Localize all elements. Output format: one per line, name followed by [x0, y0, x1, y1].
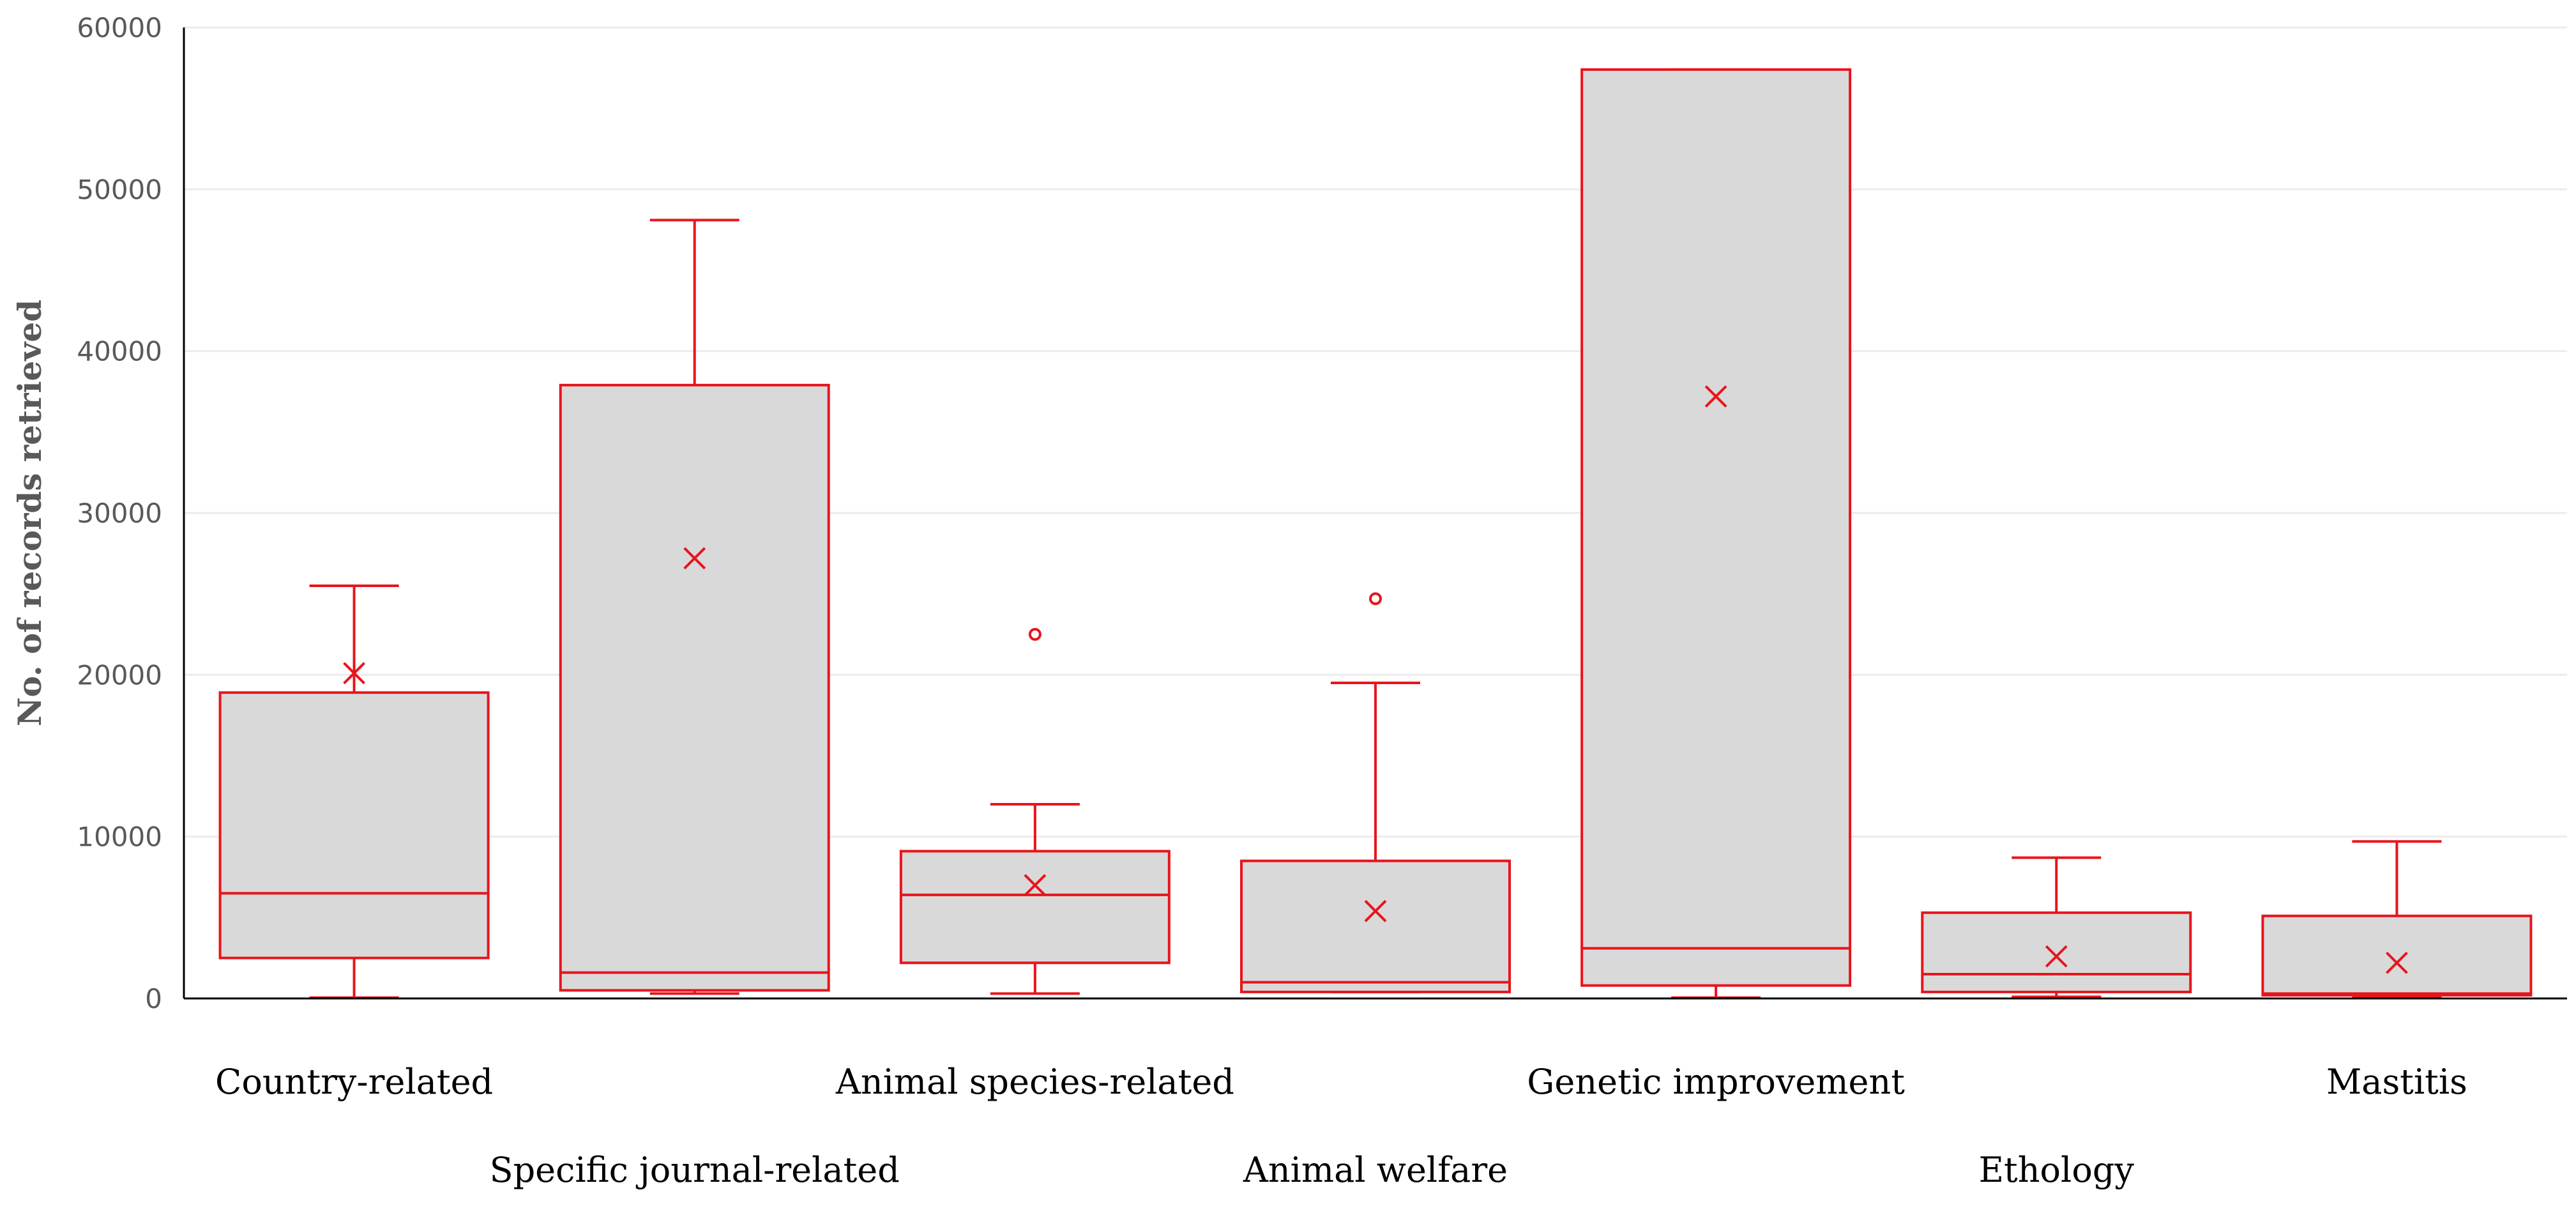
y-tick-label: 10000: [77, 821, 162, 853]
x-category-label: Animal species-related: [835, 1062, 1234, 1102]
mean-marker: [343, 662, 365, 685]
y-tick-label: 50000: [77, 174, 162, 205]
x-category-labels: Country-related Specific journal-related A…: [215, 1062, 2467, 1190]
x-category-label: Specific journal-related: [490, 1150, 900, 1190]
mean-marker: [1024, 874, 1047, 897]
axes: [183, 27, 2567, 1000]
mean-marker: [2386, 951, 2408, 974]
box-iqr: [1580, 68, 1852, 987]
outlier-point: [1369, 592, 1382, 606]
x-category-label: Genetic improvement: [1527, 1062, 1905, 1102]
box-iqr: [559, 383, 830, 992]
y-tick-label: 30000: [77, 498, 162, 529]
y-tick-label: 40000: [77, 336, 162, 367]
box-iqr: [2261, 914, 2533, 997]
box-iqr: [218, 691, 490, 959]
x-category-label: Mastitis: [2326, 1062, 2467, 1102]
x-category-label: Ethology: [1979, 1150, 2135, 1190]
outlier-point: [1028, 628, 1042, 641]
mean-marker: [1704, 385, 1727, 408]
mean-marker: [683, 547, 706, 570]
y-tick-label: 0: [145, 983, 162, 1014]
y-tick-label: 20000: [77, 659, 162, 691]
mean-marker: [1364, 899, 1387, 922]
box-iqr: [1921, 911, 2192, 993]
y-tick-label: 60000: [77, 12, 162, 43]
x-category-label: Country-related: [215, 1062, 493, 1102]
box-iqr: [1240, 859, 1511, 993]
x-category-label: Animal welfare: [1243, 1150, 1508, 1190]
box-series: [218, 68, 2533, 999]
box-iqr: [899, 850, 1171, 965]
mean-marker: [2045, 945, 2068, 968]
y-axis-title: No. of records retrieved: [11, 300, 49, 726]
y-tick-labels: 0 10000 20000 30000 40000 50000 60000: [77, 12, 162, 1014]
